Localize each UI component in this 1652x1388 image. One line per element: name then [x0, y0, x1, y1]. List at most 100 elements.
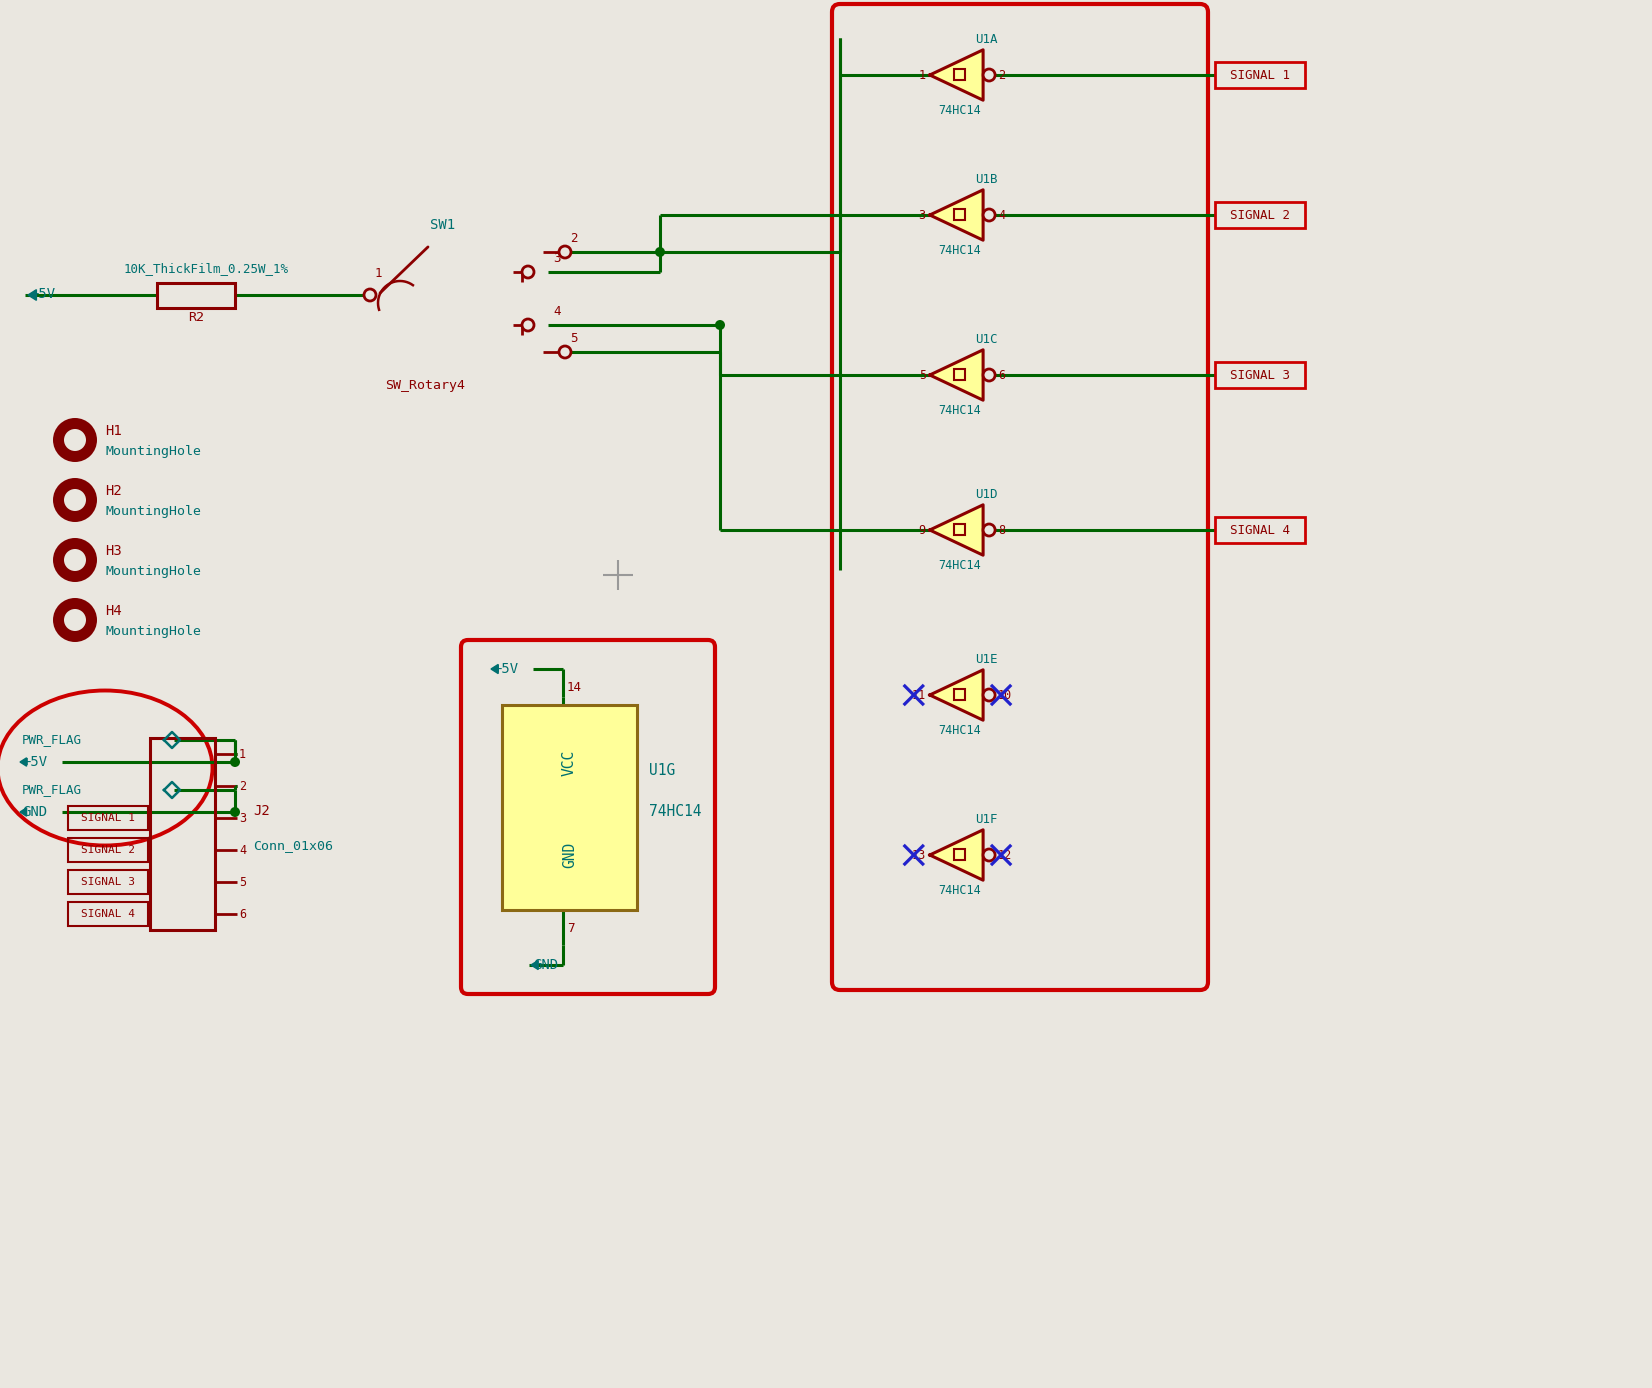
Text: GND: GND [562, 841, 577, 868]
Text: SIGNAL 4: SIGNAL 4 [81, 909, 135, 919]
Text: SW1: SW1 [430, 218, 454, 232]
Circle shape [53, 539, 97, 582]
Text: 1: 1 [919, 68, 925, 82]
Text: MountingHole: MountingHole [106, 625, 202, 637]
Circle shape [363, 289, 377, 301]
Bar [1214, 516, 1305, 543]
Text: SIGNAL 1: SIGNAL 1 [81, 813, 135, 823]
Text: 74HC14: 74HC14 [938, 244, 981, 257]
Circle shape [64, 489, 86, 511]
Text: U1F: U1F [975, 813, 998, 826]
Polygon shape [28, 290, 36, 300]
Text: SIGNAL 4: SIGNAL 4 [1231, 523, 1290, 537]
Text: U1A: U1A [975, 33, 998, 46]
Text: Conn_01x06: Conn_01x06 [253, 838, 334, 852]
Bar [1214, 362, 1305, 389]
Polygon shape [930, 505, 983, 555]
Bar [953, 369, 965, 380]
Polygon shape [930, 190, 983, 240]
Bar [953, 523, 965, 534]
Text: R2: R2 [188, 311, 203, 323]
Bar [502, 705, 638, 911]
Text: MountingHole: MountingHole [106, 504, 202, 518]
Circle shape [983, 525, 995, 536]
Text: 1: 1 [375, 266, 383, 279]
Polygon shape [930, 670, 983, 720]
Text: 5: 5 [240, 876, 246, 888]
Bar [1214, 62, 1305, 87]
Circle shape [53, 477, 97, 522]
Circle shape [53, 598, 97, 643]
Text: 74HC14: 74HC14 [938, 104, 981, 117]
Polygon shape [930, 50, 983, 100]
Text: MountingHole: MountingHole [106, 565, 202, 577]
Text: SIGNAL 1: SIGNAL 1 [1231, 68, 1290, 82]
Circle shape [715, 321, 725, 330]
Bar [1214, 203, 1305, 228]
Bar [953, 849, 965, 861]
Text: 2: 2 [570, 232, 578, 244]
Text: SW_Rotary4: SW_Rotary4 [385, 379, 464, 391]
Text: 3: 3 [553, 251, 560, 265]
Text: H1: H1 [106, 423, 122, 439]
Text: 4: 4 [553, 304, 560, 318]
Text: +5V: +5V [30, 287, 55, 301]
Polygon shape [20, 758, 26, 766]
Text: MountingHole: MountingHole [106, 444, 202, 458]
Text: GND: GND [21, 805, 48, 819]
Text: 4: 4 [240, 844, 246, 856]
Text: 8: 8 [998, 523, 1004, 537]
Text: 74HC14: 74HC14 [938, 559, 981, 572]
Text: 5: 5 [919, 368, 925, 382]
Text: H4: H4 [106, 604, 122, 618]
Text: 12: 12 [998, 848, 1013, 862]
Text: 74HC14: 74HC14 [938, 404, 981, 418]
Circle shape [64, 550, 86, 570]
Text: 6: 6 [240, 908, 246, 920]
Text: H3: H3 [106, 544, 122, 558]
Bar [68, 838, 149, 862]
Text: 3: 3 [919, 208, 925, 222]
Text: 13: 13 [912, 848, 925, 862]
Circle shape [230, 806, 240, 818]
Circle shape [64, 429, 86, 451]
Circle shape [558, 346, 572, 358]
Polygon shape [491, 665, 499, 673]
Text: +5V: +5V [21, 755, 48, 769]
Text: VCC: VCC [562, 750, 577, 776]
Text: 2: 2 [240, 780, 246, 793]
Circle shape [983, 688, 995, 701]
Text: 6: 6 [998, 368, 1004, 382]
Bar [68, 902, 149, 926]
Text: 9: 9 [919, 523, 925, 537]
Text: 10K_ThickFilm_0.25W_1%: 10K_ThickFilm_0.25W_1% [124, 262, 289, 275]
Circle shape [522, 266, 534, 278]
Polygon shape [930, 830, 983, 880]
Text: 5: 5 [570, 332, 578, 344]
Text: SIGNAL 3: SIGNAL 3 [81, 877, 135, 887]
Text: J2: J2 [253, 804, 269, 818]
Text: SIGNAL 2: SIGNAL 2 [81, 845, 135, 855]
Polygon shape [530, 960, 539, 970]
Text: U1D: U1D [975, 487, 998, 501]
Text: PWR_FLAG: PWR_FLAG [21, 783, 83, 797]
Circle shape [983, 849, 995, 861]
Text: 4: 4 [998, 208, 1004, 222]
Text: 14: 14 [567, 680, 582, 694]
Bar [157, 283, 235, 308]
Bar [68, 870, 149, 894]
Circle shape [983, 69, 995, 81]
Text: U1G: U1G [649, 763, 676, 779]
Text: 3: 3 [240, 812, 246, 824]
Text: 11: 11 [912, 688, 925, 701]
Bar [68, 806, 149, 830]
Text: 10: 10 [998, 688, 1013, 701]
Text: PWR_FLAG: PWR_FLAG [21, 733, 83, 747]
Text: 1: 1 [240, 748, 246, 761]
Circle shape [64, 609, 86, 632]
Bar [953, 210, 965, 219]
Circle shape [654, 247, 666, 257]
Bar [953, 688, 965, 700]
Text: 74HC14: 74HC14 [938, 725, 981, 737]
Bar [953, 69, 965, 81]
